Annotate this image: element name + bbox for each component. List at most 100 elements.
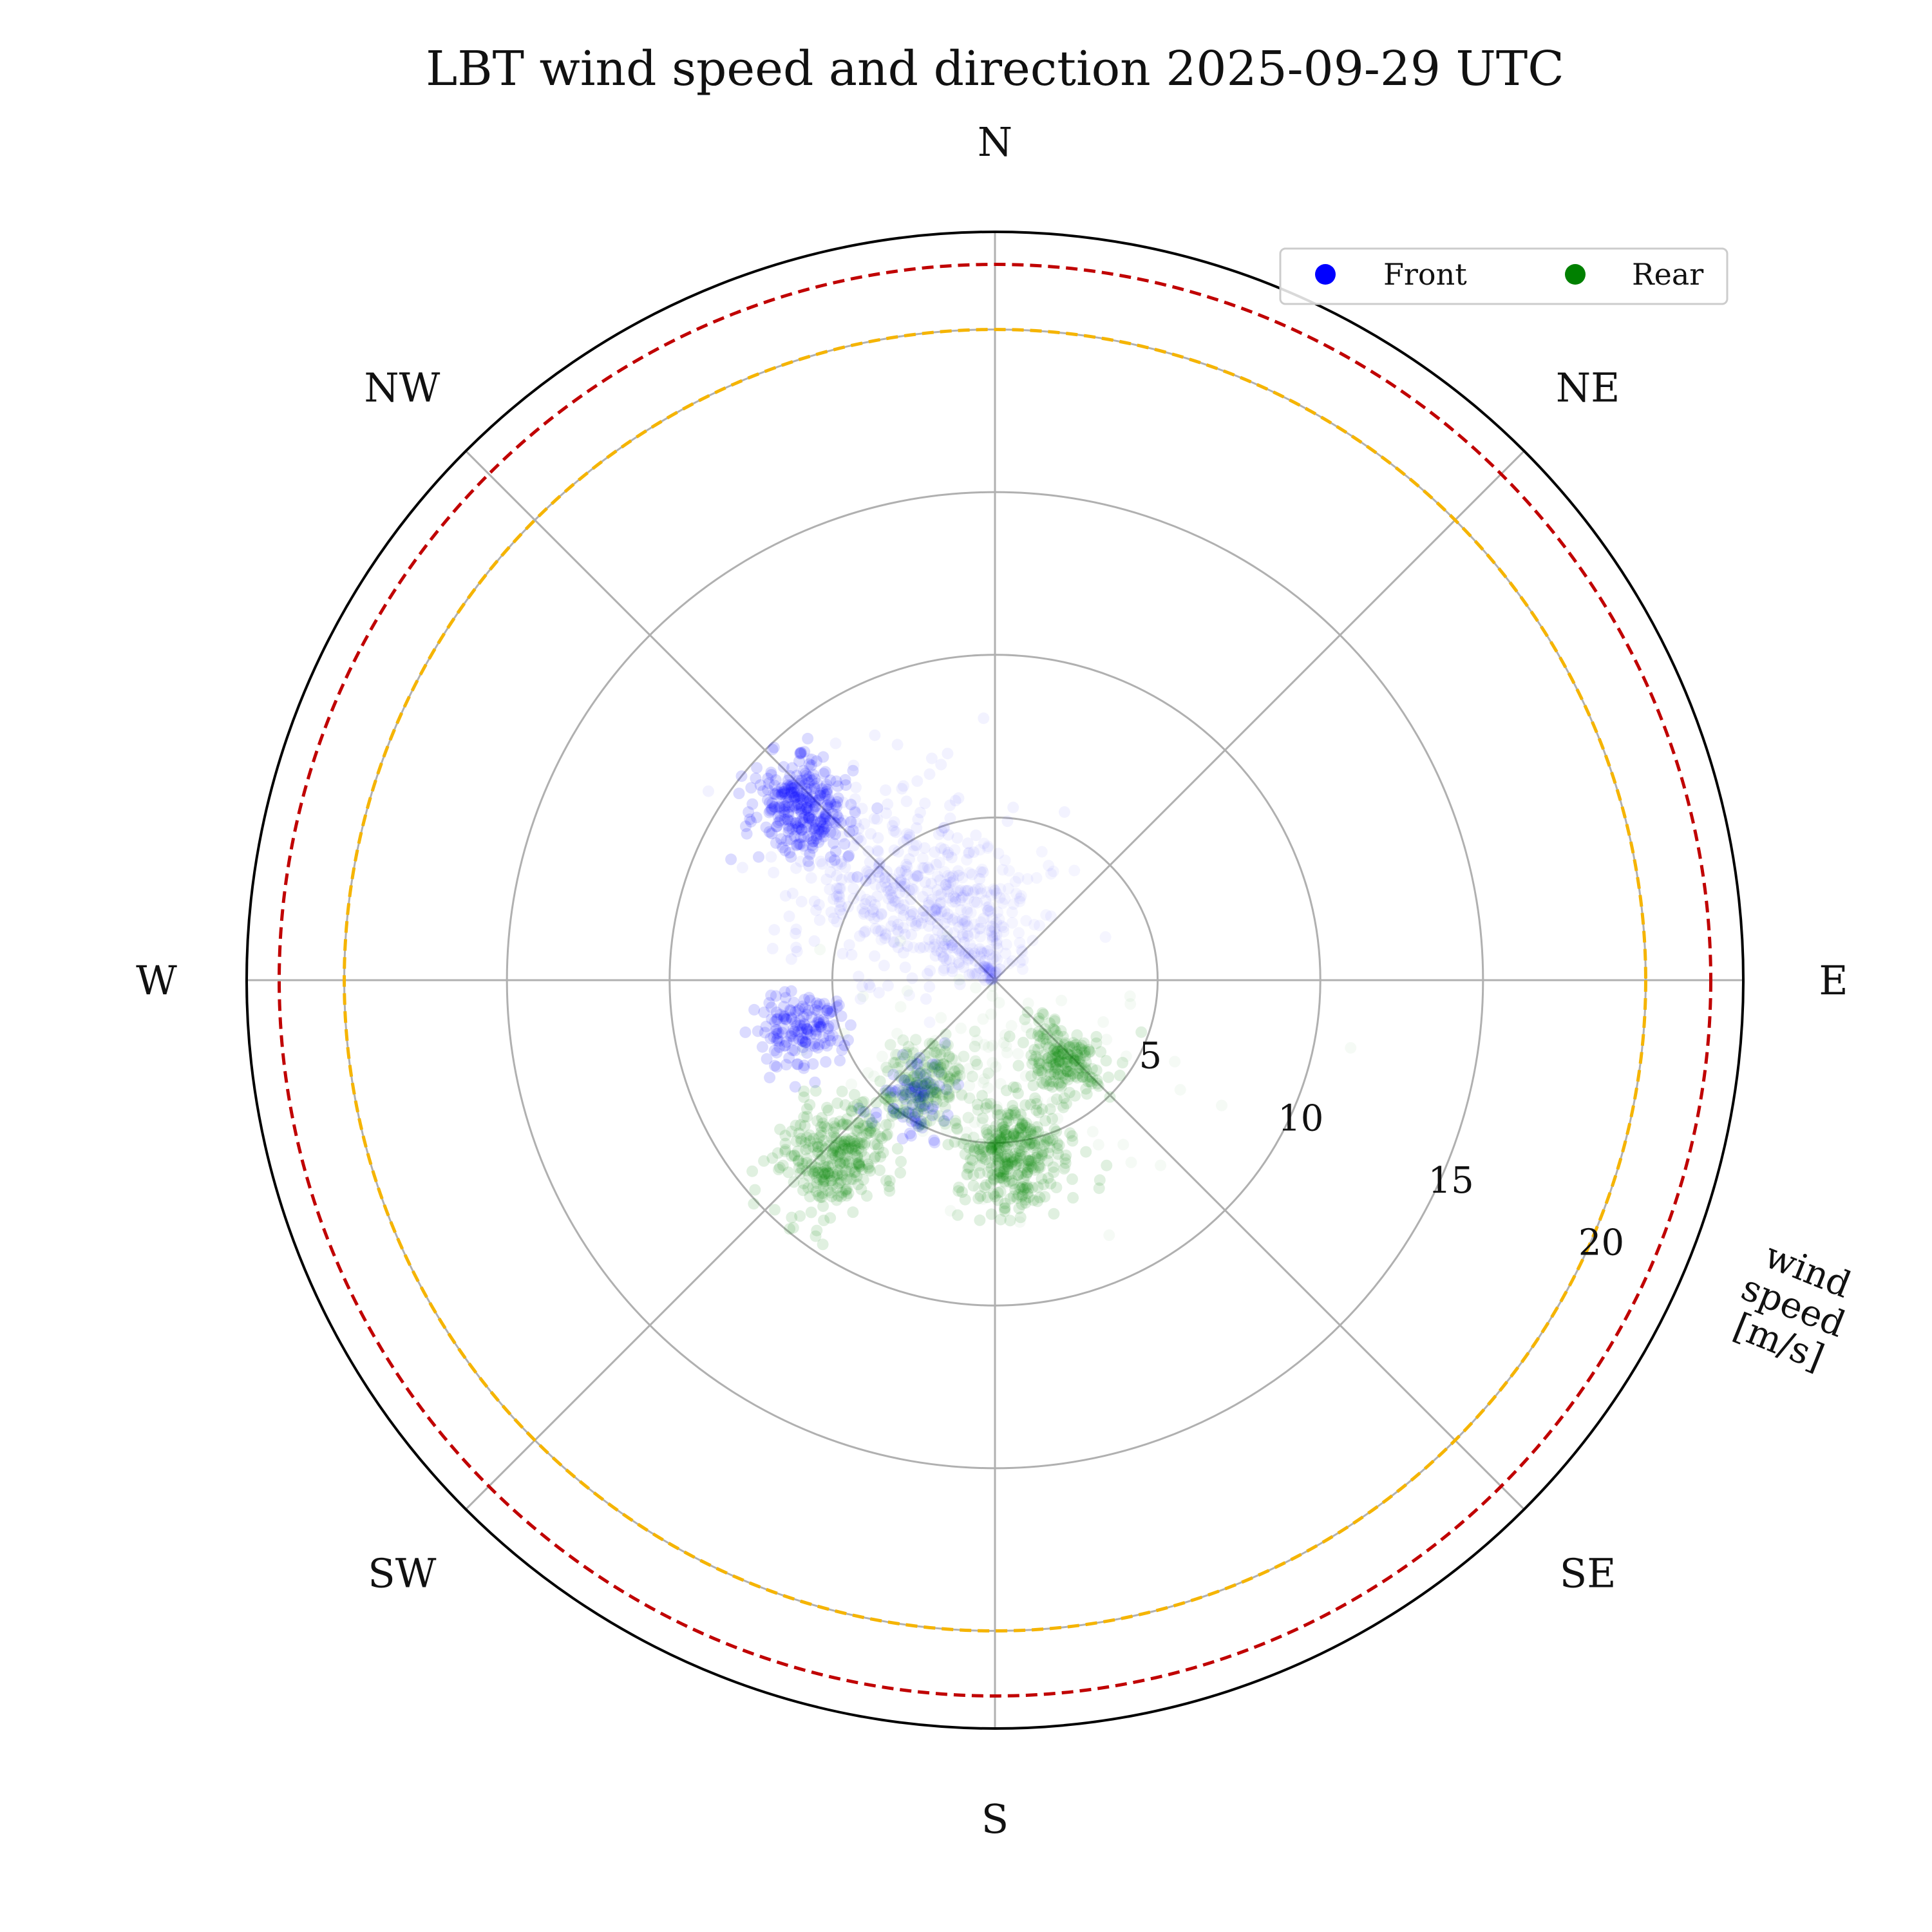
rear-point (839, 1142, 851, 1155)
front-point (903, 1083, 915, 1095)
rear-point (1000, 1142, 1012, 1154)
front-point (866, 1117, 878, 1129)
front-point (958, 961, 970, 973)
rear-point (889, 1091, 901, 1103)
front-point (784, 1005, 797, 1017)
rear-point (1009, 1147, 1021, 1159)
front-point (835, 882, 847, 895)
front-point (782, 779, 794, 791)
front-point (807, 822, 819, 834)
rear-point (1056, 1045, 1068, 1057)
front-point (860, 893, 873, 905)
rear-point (950, 1054, 962, 1066)
front-point (782, 820, 794, 832)
front-point (952, 1079, 965, 1091)
rear-point (921, 1056, 933, 1068)
front-point (836, 874, 848, 886)
front-point (929, 905, 942, 917)
rear-point (813, 1173, 826, 1186)
rear-point (790, 1119, 802, 1132)
front-point (854, 930, 866, 942)
rear-point (1037, 1179, 1050, 1191)
rear-point (788, 1176, 800, 1188)
rear-point (911, 1085, 923, 1097)
rear-point (1086, 1126, 1099, 1138)
front-point (940, 879, 952, 891)
front-point (911, 839, 922, 851)
front-point (948, 927, 960, 939)
rear-point (1074, 1052, 1086, 1065)
rear-point (952, 1185, 965, 1197)
front-point (898, 947, 909, 959)
front-point (793, 775, 805, 787)
front-point (777, 786, 790, 798)
rear-point (986, 1135, 998, 1148)
front-point (935, 906, 947, 918)
front-point (875, 881, 887, 893)
rear-point (992, 1135, 1005, 1148)
rear-point (818, 1173, 830, 1186)
rear-point (817, 1238, 829, 1251)
rear-point (998, 1163, 1010, 1175)
front-point (947, 939, 958, 951)
rear-point (821, 1122, 833, 1134)
rear-point (824, 1175, 837, 1187)
rear-point (1015, 1182, 1027, 1195)
front-point (922, 1076, 934, 1088)
rear-point (847, 1206, 859, 1218)
rear-point (1004, 1215, 1016, 1227)
front-point (926, 1110, 938, 1122)
rear-point (931, 1088, 943, 1100)
rear-point (919, 1084, 931, 1096)
front-point (947, 875, 960, 887)
rear-point (819, 1161, 831, 1173)
rear-point (1050, 1048, 1061, 1060)
rear-point (980, 1146, 991, 1158)
front-point (795, 807, 807, 819)
rear-point (836, 1186, 848, 1198)
rear-point (746, 1165, 759, 1177)
rear-point (1001, 1158, 1014, 1170)
front-point (910, 920, 922, 932)
rear-point (1000, 1170, 1012, 1182)
rear-point (832, 1146, 844, 1159)
front-point (803, 758, 815, 770)
rear-point (853, 1137, 866, 1149)
rear-point (840, 1150, 853, 1162)
front-point (773, 1035, 785, 1047)
rear-point (1086, 1077, 1098, 1090)
front-point (941, 925, 953, 938)
front-point (785, 779, 797, 791)
rear-point (994, 1171, 1007, 1184)
rear-point (972, 1193, 985, 1205)
rear-point (807, 1141, 819, 1153)
front-point (827, 1030, 839, 1042)
front-point (974, 931, 987, 943)
rear-point (1048, 1013, 1061, 1025)
rear-point (806, 1159, 818, 1171)
front-point (765, 1001, 777, 1014)
front-point (907, 942, 920, 954)
rear-point (1037, 1033, 1049, 1045)
front-point (779, 1040, 791, 1052)
front-point (979, 960, 991, 972)
rear-point (911, 1077, 923, 1089)
front-point (887, 1068, 900, 1081)
front-point (873, 860, 886, 872)
rear-point (898, 1052, 911, 1064)
front-point (795, 746, 807, 759)
front-point (834, 1054, 846, 1066)
rear-point (972, 1104, 984, 1116)
rear-point (969, 1142, 981, 1155)
rear-point (935, 1012, 947, 1024)
front-point (911, 775, 923, 787)
rear-point (1075, 1047, 1088, 1059)
rear-point (1011, 1152, 1023, 1164)
front-point (835, 1010, 848, 1022)
front-point (957, 931, 969, 943)
rear-point (991, 1104, 1003, 1116)
front-point (768, 779, 781, 791)
rear-point (826, 1148, 838, 1160)
rear-point (1075, 1059, 1088, 1071)
front-point (855, 993, 867, 1005)
